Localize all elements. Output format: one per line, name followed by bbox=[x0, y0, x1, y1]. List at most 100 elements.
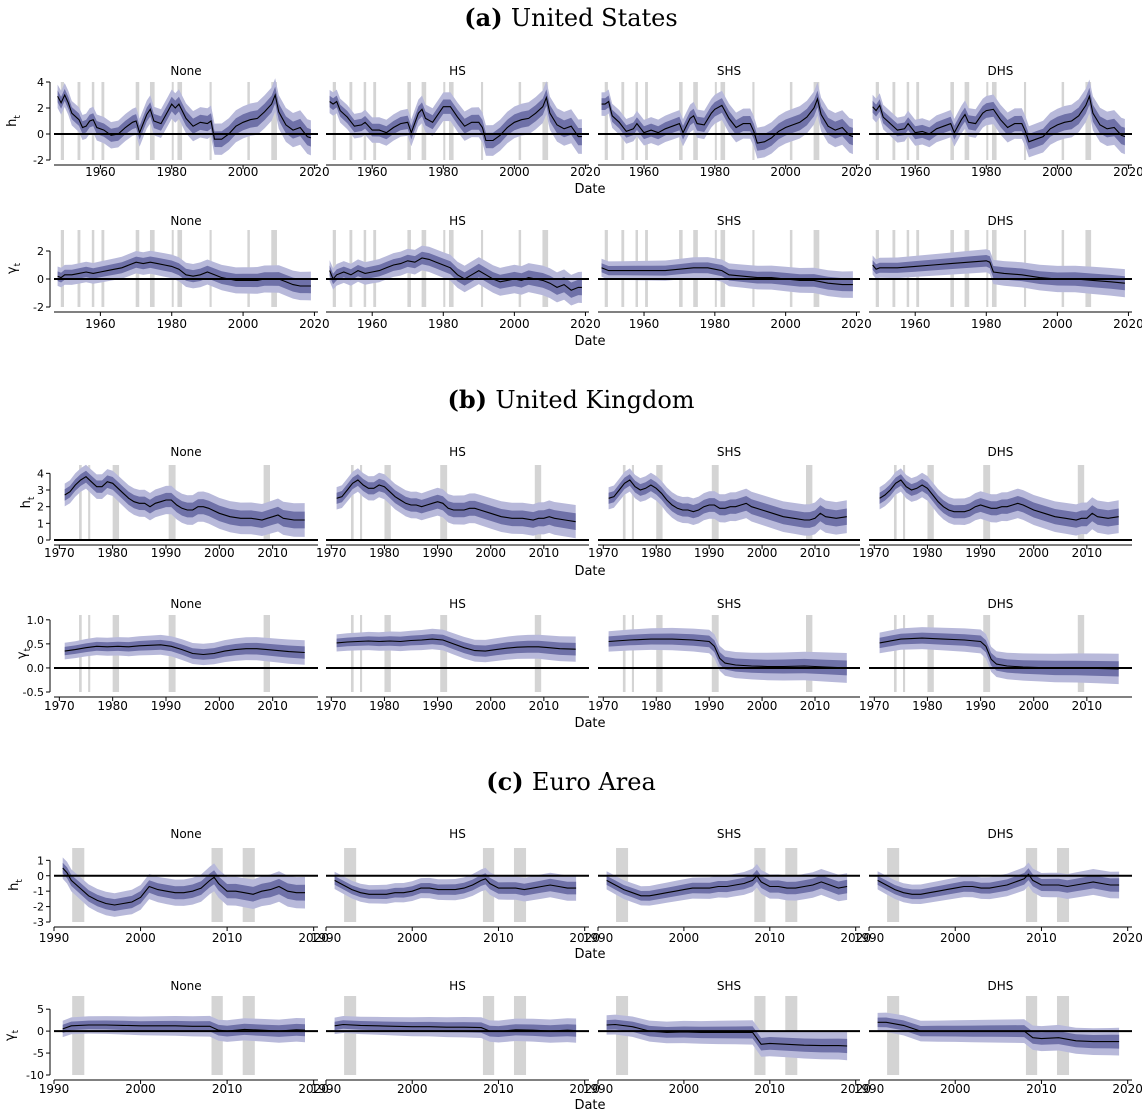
x-tick-label: 2000 bbox=[770, 317, 801, 331]
y-axis-label-sub: t bbox=[27, 496, 37, 500]
section-title: (a) United States bbox=[464, 3, 677, 32]
section-title-text: United States bbox=[511, 4, 678, 32]
y-tick-label: 1.0 bbox=[27, 614, 45, 627]
band-inner bbox=[879, 474, 1119, 528]
x-tick-label: 2020 bbox=[840, 931, 871, 945]
x-tick-label: 1990 bbox=[694, 699, 725, 713]
x-tick-label: 1960 bbox=[900, 317, 931, 331]
facet-label: None bbox=[170, 64, 201, 78]
y-tick-label: -2 bbox=[33, 901, 44, 914]
recession-band bbox=[875, 82, 879, 160]
y-tick-label: 4 bbox=[37, 76, 44, 89]
series-line bbox=[872, 260, 1125, 284]
section-title-prefix: (b) bbox=[447, 385, 495, 414]
x-tick-label: 2000 bbox=[397, 931, 428, 945]
series-line bbox=[879, 637, 1119, 670]
series-line bbox=[334, 878, 577, 895]
facet-label: None bbox=[170, 597, 201, 611]
x-tick-label: 1970 bbox=[588, 699, 619, 713]
band-inner bbox=[334, 1020, 577, 1037]
facet-label: HS bbox=[449, 979, 466, 993]
x-tick-label: 2020 bbox=[1112, 931, 1142, 945]
series-line bbox=[329, 257, 582, 291]
x-tick-label: 2000 bbox=[1018, 546, 1049, 560]
y-tick-label: 0 bbox=[37, 1025, 44, 1038]
y-tick-label: -5 bbox=[33, 1047, 44, 1060]
x-tick-label: 2010 bbox=[755, 1082, 786, 1096]
x-tick-label: 2010 bbox=[483, 1082, 514, 1096]
recession-band bbox=[384, 465, 391, 540]
band-inner bbox=[62, 1020, 306, 1037]
band-inner bbox=[601, 262, 853, 292]
band-inner bbox=[57, 256, 311, 294]
recession-band bbox=[112, 465, 120, 540]
recession-band bbox=[88, 465, 91, 540]
x-tick-label: 1980 bbox=[641, 699, 672, 713]
y-axis-label-sub: t bbox=[11, 1029, 21, 1033]
x-tick-label: 1990 bbox=[694, 546, 725, 560]
facet-panel: None 1990 2000 2010 2020 -10 -5 0 5 bbox=[26, 979, 329, 1096]
facet-panel: SHS 1960 1980 2000 2020 bbox=[598, 64, 872, 179]
recession-band bbox=[79, 465, 82, 540]
x-tick-label: 2000 bbox=[125, 931, 156, 945]
facet-panel: HS 1990 2000 2010 2020 bbox=[311, 827, 600, 945]
y-axis-label: ht bbox=[19, 496, 37, 508]
facet-label: HS bbox=[449, 597, 466, 611]
y-axis-label: γt bbox=[5, 262, 23, 274]
facet-label: DHS bbox=[988, 64, 1014, 78]
facet-label: HS bbox=[449, 64, 466, 78]
facet-panel: DHS 1990 2000 2010 2020 bbox=[854, 979, 1142, 1096]
x-tick-label: 1980 bbox=[428, 317, 459, 331]
x-tick-label: 2020 bbox=[569, 931, 600, 945]
y-tick-label: 2 bbox=[37, 501, 44, 514]
facet-panel: None 1970 1980 1990 2000 2010 -0.5 0.0 0.5 1.0 bbox=[23, 597, 318, 713]
facet-panel: HS 1960 1980 2000 2020 bbox=[326, 64, 601, 179]
facet-panel: SHS 1970 1980 1990 2000 2010 bbox=[588, 597, 860, 713]
x-axis-label: Date bbox=[574, 947, 605, 962]
x-tick-label: 2000 bbox=[204, 699, 235, 713]
x-tick-label: 1970 bbox=[316, 699, 347, 713]
x-tick-label: 1990 bbox=[422, 546, 453, 560]
x-tick-label: 2010 bbox=[1072, 546, 1103, 560]
x-tick-label: 2000 bbox=[228, 317, 259, 331]
facet-label: DHS bbox=[988, 214, 1014, 228]
y-axis-label-sub: t bbox=[13, 262, 23, 266]
x-tick-label: 1990 bbox=[39, 931, 70, 945]
recession-band bbox=[60, 82, 64, 160]
recession-band bbox=[360, 615, 363, 692]
recession-band bbox=[903, 465, 906, 540]
x-tick-label: 1980 bbox=[700, 165, 731, 179]
x-tick-label: 2010 bbox=[212, 931, 243, 945]
x-tick-label: 2020 bbox=[569, 1082, 600, 1096]
x-tick-label: 1990 bbox=[854, 1082, 885, 1096]
x-tick-label: 2020 bbox=[299, 165, 330, 179]
x-tick-label: 2020 bbox=[570, 165, 601, 179]
recession-band bbox=[350, 615, 354, 692]
facet-label: HS bbox=[449, 445, 466, 459]
x-tick-label: 2010 bbox=[1026, 1082, 1057, 1096]
band-inner bbox=[608, 474, 847, 528]
x-tick-label: 2020 bbox=[299, 317, 330, 331]
x-tick-label: 1980 bbox=[428, 165, 459, 179]
y-axis-label-main: h bbox=[7, 883, 22, 891]
x-tick-label: 2000 bbox=[228, 165, 259, 179]
x-tick-label: 2010 bbox=[529, 546, 560, 560]
x-tick-label: 2000 bbox=[1018, 699, 1049, 713]
x-tick-label: 2010 bbox=[800, 699, 831, 713]
recession-band bbox=[631, 465, 634, 540]
x-tick-label: 2000 bbox=[770, 165, 801, 179]
y-axis-label: ht bbox=[5, 115, 23, 127]
facet-panel: DHS 1990 2000 2010 2020 bbox=[854, 827, 1142, 945]
facet-panel: SHS 1990 2000 2010 2020 bbox=[583, 827, 871, 945]
x-tick-label: 1990 bbox=[39, 1082, 70, 1096]
y-axis-label-main: γ bbox=[3, 1033, 18, 1041]
x-axis-label: Date bbox=[574, 182, 605, 197]
x-tick-label: 1960 bbox=[85, 165, 116, 179]
recession-band bbox=[1085, 82, 1092, 160]
y-tick-label: 0 bbox=[37, 273, 44, 286]
x-tick-label: 2010 bbox=[755, 931, 786, 945]
x-tick-label: 2020 bbox=[298, 931, 329, 945]
x-tick-label: 1990 bbox=[583, 931, 614, 945]
x-tick-label: 2010 bbox=[800, 546, 831, 560]
x-tick-label: 2010 bbox=[257, 699, 288, 713]
